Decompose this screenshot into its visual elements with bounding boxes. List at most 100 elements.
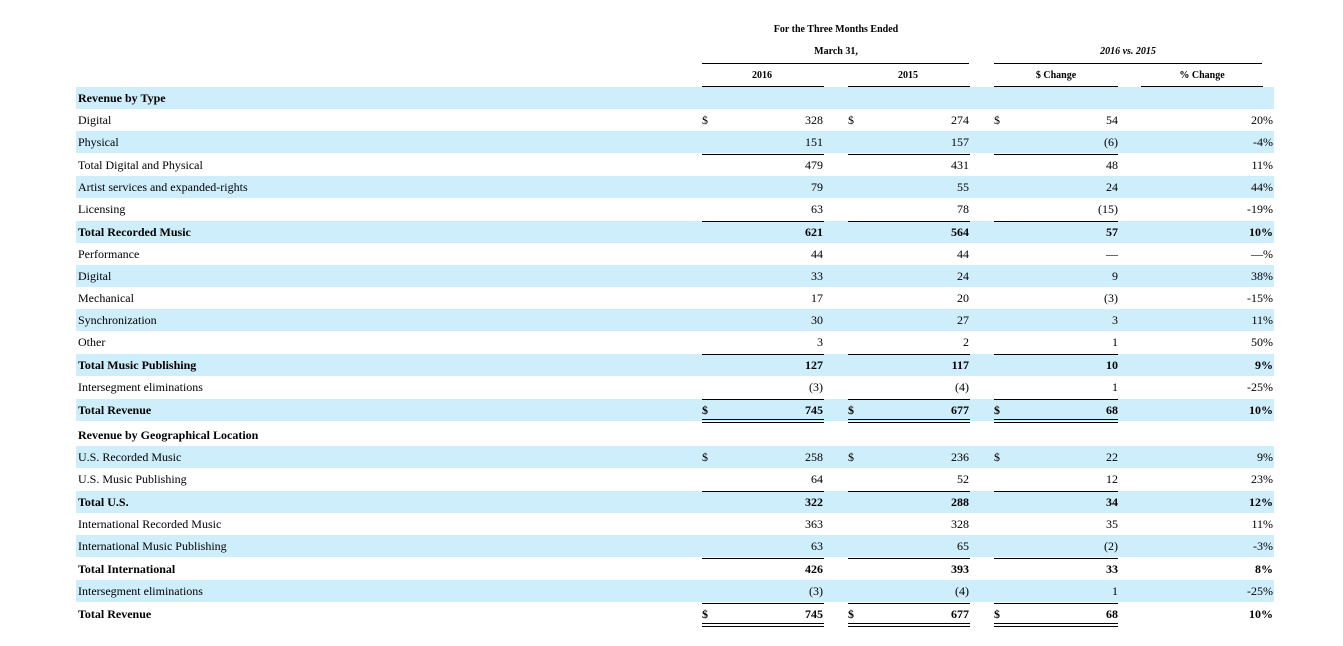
table-row: Performance 44 44 — —% — [76, 243, 1274, 265]
percent-change: 9% — [1255, 358, 1273, 372]
currency-symbol: $ — [702, 113, 708, 127]
percent-change: -4% — [1253, 135, 1273, 149]
percent-change: 10% — [1249, 403, 1273, 417]
percent-change: 11% — [1251, 158, 1273, 172]
header-rule-comparison — [994, 63, 1262, 64]
dollar-change: 1 — [1112, 380, 1118, 394]
dollar-change: 10 — [1106, 358, 1118, 372]
value-2015: 52 — [957, 472, 969, 486]
dollar-change: 54 — [1106, 113, 1118, 127]
value-2015: (4) — [955, 380, 969, 394]
value-2016: 151 — [805, 135, 823, 149]
table-row: International Recorded Music 363 328 35 11% — [76, 513, 1274, 535]
subtotal-rule — [702, 154, 824, 155]
table-row: Mechanical 17 20 (3) -15% — [76, 287, 1274, 309]
column-header-2015: 2015 — [898, 70, 918, 81]
subtotal-rule — [702, 221, 824, 222]
table-row: Total U.S. 322 288 34 12% — [76, 491, 1274, 513]
value-2016: 30 — [811, 313, 823, 327]
dollar-change: 24 — [1106, 180, 1118, 194]
dollar-change: 57 — [1106, 225, 1118, 239]
value-2016: 258 — [805, 450, 823, 464]
table-row: Artist services and expanded-rights 79 55 2… — [76, 176, 1274, 198]
value-2016: 63 — [811, 202, 823, 216]
percent-change: 20% — [1251, 113, 1273, 127]
subtotal-rule — [994, 354, 1118, 355]
currency-symbol: $ — [994, 403, 1000, 417]
dollar-change: (3) — [1104, 291, 1118, 305]
subtotal-rule — [994, 399, 1118, 400]
column-rule-pct-change — [1141, 86, 1263, 87]
table-row: Digital 33 24 9 38% — [76, 265, 1274, 287]
currency-symbol: $ — [702, 607, 708, 621]
subtotal-rule — [994, 491, 1118, 492]
currency-symbol: $ — [848, 450, 854, 464]
subtotal-rule — [702, 491, 824, 492]
row-label: Other — [78, 335, 106, 349]
value-2015: 677 — [951, 403, 969, 417]
row-label: Intersegment eliminations — [78, 380, 203, 394]
row-label: Licensing — [78, 202, 126, 216]
dollar-change: 33 — [1106, 562, 1118, 576]
row-label: Performance — [78, 247, 140, 261]
total-double-rule — [702, 419, 824, 423]
subtotal-rule — [994, 221, 1118, 222]
dollar-change: 68 — [1106, 403, 1118, 417]
subtotal-rule — [994, 154, 1118, 155]
percent-change: 23% — [1251, 472, 1273, 486]
value-2015: 44 — [957, 247, 969, 261]
total-double-rule — [702, 623, 824, 627]
column-rule-2016 — [702, 86, 824, 87]
row-label: U.S. Music Publishing — [78, 472, 187, 486]
table-row: Synchronization 30 27 3 11% — [76, 309, 1274, 331]
currency-symbol: $ — [848, 113, 854, 127]
row-label: Digital — [78, 113, 112, 127]
dollar-change: 3 — [1112, 313, 1118, 327]
value-2016: 44 — [811, 247, 823, 261]
dollar-change: 48 — [1106, 158, 1118, 172]
row-label: Total Digital and Physical — [78, 158, 203, 172]
dollar-change: 12 — [1106, 472, 1118, 486]
value-2015: 27 — [957, 313, 969, 327]
header-period-date: March 31, — [814, 46, 858, 57]
table-row: Total Revenue $ $ $745 677 68 10% — [76, 399, 1274, 421]
currency-symbol: $ — [702, 403, 708, 417]
row-label: Mechanical — [78, 291, 134, 305]
subtotal-rule — [848, 154, 970, 155]
table-row: Intersegment eliminations (3) (4) 1 -25% — [76, 376, 1274, 398]
table-row: Total Revenue $ $ $745 677 68 10% — [76, 603, 1274, 625]
column-header-2016: 2016 — [752, 70, 772, 81]
row-label: International Recorded Music — [78, 517, 222, 531]
dollar-change: — — [1106, 247, 1118, 261]
value-2015: 117 — [951, 358, 969, 372]
row-label: Revenue by Type — [78, 91, 166, 105]
dollar-change: 1 — [1112, 335, 1118, 349]
subtotal-rule — [994, 603, 1118, 604]
row-label: Total Revenue — [78, 403, 152, 417]
subtotal-rule — [994, 558, 1118, 559]
value-2016: 363 — [805, 517, 823, 531]
percent-change: 8% — [1255, 562, 1273, 576]
table-row: Other 3 2 1 50% — [76, 331, 1274, 353]
currency-symbol: $ — [994, 113, 1000, 127]
percent-change: 44% — [1251, 180, 1273, 194]
value-2015: 20 — [957, 291, 969, 305]
row-label: Digital — [78, 269, 112, 283]
value-2015: 2 — [963, 335, 969, 349]
row-label: Total International — [78, 562, 176, 576]
value-2016: 426 — [805, 562, 823, 576]
row-label: Total Recorded Music — [78, 225, 191, 239]
total-double-rule — [994, 419, 1118, 423]
row-label: Total Revenue — [78, 607, 152, 621]
value-2015: 236 — [951, 450, 969, 464]
percent-change: -15% — [1247, 291, 1273, 305]
percent-change: 9% — [1257, 450, 1273, 464]
header-period-title: For the Three Months Ended — [773, 24, 899, 35]
column-header-dollar-change: $ Change — [1035, 70, 1077, 81]
value-2015: 328 — [951, 517, 969, 531]
dollar-change: (6) — [1104, 135, 1118, 149]
row-label: Total Music Publishing — [78, 358, 197, 372]
table-row: Licensing 63 78 (15) -19% — [76, 198, 1274, 220]
value-2016: 3 — [817, 335, 823, 349]
value-2016: 745 — [805, 403, 823, 417]
